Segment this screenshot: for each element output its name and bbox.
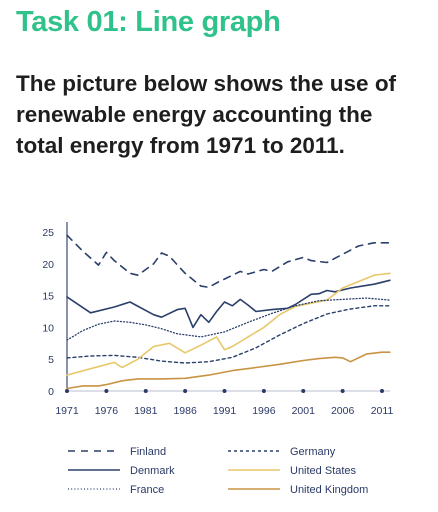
series-line-denmark [66, 279, 391, 329]
x-tick-label: 2011 [371, 405, 394, 417]
chart-series [66, 234, 391, 390]
legend-label-finland: Finland [130, 446, 166, 458]
y-tick-label: 5 [48, 354, 54, 366]
x-tick-label: 1996 [252, 405, 276, 417]
x-tick-dot [301, 389, 306, 393]
x-tick-label: 1976 [95, 405, 119, 417]
y-tick-label: 0 [48, 386, 54, 398]
legend-label-denmark: Denmark [130, 465, 175, 477]
chart-legend: Finland Germany Denmark United States France… [68, 446, 368, 496]
y-tick-label: 15 [42, 291, 54, 303]
x-tick-dot [261, 389, 266, 393]
series-line-france [66, 297, 391, 341]
x-tick-dot [380, 389, 384, 393]
series-line-united-states [66, 272, 391, 376]
x-tick-dot [65, 389, 69, 393]
x-tick-label: 2006 [331, 405, 355, 417]
series-line-united-kingdom [66, 351, 391, 390]
legend-label-france: France [130, 484, 164, 496]
task-description: The picture below shows the use of renew… [16, 71, 397, 158]
y-tick-label: 20 [42, 259, 54, 271]
chart-axes: 0 5 10 15 20 25 1971 1976 1981 1986 1991 1996 2001 20… [42, 222, 393, 417]
y-tick-label: 10 [42, 322, 54, 334]
task-title: Task 01: Line graph [16, 6, 281, 38]
legend-label-germany: Germany [290, 446, 336, 458]
x-tick-dot [222, 389, 227, 393]
x-tick-dot [340, 389, 345, 393]
series-line-finland [66, 234, 391, 289]
legend-label-united-states: United States [290, 465, 357, 477]
legend-label-united-kingdom: United Kingdom [290, 484, 368, 496]
x-tick-dot [183, 389, 188, 393]
x-tick-label: 1986 [173, 405, 197, 417]
y-tick-label: 25 [42, 227, 54, 239]
x-tick-label: 2001 [292, 405, 316, 417]
x-tick-label: 1981 [134, 405, 158, 417]
x-tick-dot [104, 389, 109, 393]
x-tick-label: 1971 [55, 405, 79, 417]
series-line-germany [66, 305, 391, 364]
x-tick-dot [143, 389, 148, 393]
x-tick-label: 1991 [213, 405, 237, 417]
